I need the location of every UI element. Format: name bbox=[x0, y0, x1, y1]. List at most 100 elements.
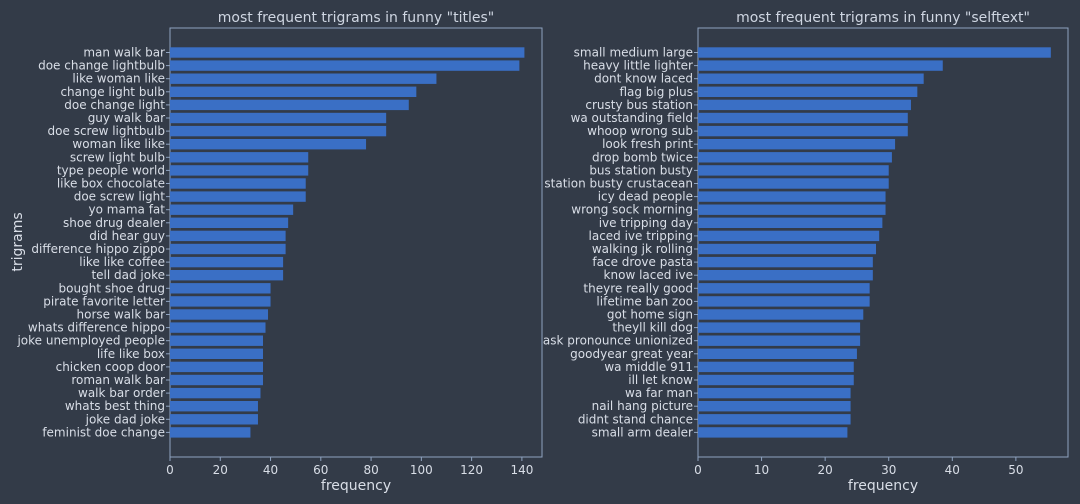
category-label: difference hippo zippo bbox=[31, 242, 165, 256]
bar bbox=[698, 112, 908, 124]
bar bbox=[170, 152, 309, 163]
category-label: whoop wrong sub bbox=[587, 124, 693, 138]
bar bbox=[698, 427, 848, 438]
bar bbox=[170, 230, 286, 242]
bar bbox=[170, 256, 284, 268]
x-axis-ticks: 0 20 40 60 80 100 120 140 bbox=[166, 457, 533, 477]
titles-trigrams-chart: most frequent trigrams in funny "titles"… bbox=[10, 10, 543, 494]
x-tick-label: 100 bbox=[410, 463, 433, 477]
plot-frame bbox=[169, 27, 543, 458]
x-axis-label: frequency bbox=[321, 478, 391, 494]
category-label: face drove pasta bbox=[592, 255, 693, 269]
bar-group bbox=[698, 47, 1051, 438]
category-label: type people world bbox=[57, 163, 165, 177]
category-label: shoe drug dealer bbox=[63, 216, 165, 230]
category-label: tell dad joke bbox=[91, 268, 165, 282]
category-label: small medium large bbox=[574, 46, 693, 60]
category-label: doe screw light bbox=[74, 190, 166, 204]
category-label: small arm dealer bbox=[592, 425, 693, 439]
bar bbox=[170, 414, 258, 425]
y-axis-label: trigrams bbox=[10, 212, 26, 271]
category-label: station busty crustacean bbox=[544, 177, 693, 191]
category-label: lifetime ban zoo bbox=[596, 294, 693, 308]
bar bbox=[698, 309, 864, 320]
category-label: life like box bbox=[97, 347, 165, 361]
x-tick-label: 140 bbox=[510, 463, 533, 477]
category-label: horse walk bar bbox=[77, 308, 166, 322]
bar bbox=[170, 112, 387, 124]
x-axis-label: frequency bbox=[848, 478, 918, 494]
bar bbox=[170, 322, 266, 333]
bar bbox=[698, 243, 877, 255]
category-label: woman like like bbox=[72, 137, 165, 151]
category-label: joke unemployed people bbox=[16, 334, 165, 348]
bar bbox=[698, 361, 854, 373]
bar bbox=[170, 73, 437, 84]
bar bbox=[170, 47, 525, 58]
x-tick-label: 0 bbox=[694, 463, 702, 477]
x-tick-label: 60 bbox=[313, 463, 328, 477]
bar bbox=[698, 73, 924, 84]
category-label: man walk bar bbox=[83, 46, 165, 60]
bar bbox=[698, 230, 880, 242]
category-label: icy dead people bbox=[598, 190, 693, 204]
bar bbox=[170, 217, 289, 228]
category-label: whats difference hippo bbox=[28, 321, 165, 335]
category-label: nail hang picture bbox=[592, 399, 693, 413]
x-axis-ticks: 0 10 20 30 40 50 bbox=[694, 457, 1024, 477]
x-tick-label: 40 bbox=[263, 463, 278, 477]
category-label: like box chocolate bbox=[57, 177, 165, 191]
category-label: heavy little lighter bbox=[583, 59, 693, 73]
category-label: like like coffee bbox=[79, 255, 165, 269]
bar bbox=[698, 296, 870, 307]
bar bbox=[170, 60, 520, 71]
category-label: pirate favorite letter bbox=[43, 294, 165, 308]
bar bbox=[698, 322, 861, 333]
category-label: laced ive tripping bbox=[589, 229, 694, 243]
x-tick-label: 120 bbox=[460, 463, 483, 477]
bar bbox=[170, 401, 258, 412]
category-label: guy walk bar bbox=[88, 111, 165, 125]
bar bbox=[698, 60, 943, 71]
bar bbox=[698, 335, 861, 346]
category-label: doe change light bbox=[64, 98, 165, 112]
category-label: change light bulb bbox=[60, 85, 165, 99]
category-label: wa far man bbox=[625, 386, 693, 400]
bar bbox=[698, 348, 857, 359]
category-label: dont know laced bbox=[594, 72, 693, 86]
bar bbox=[698, 86, 918, 97]
bar bbox=[698, 165, 889, 176]
category-label: didnt stand chance bbox=[578, 412, 693, 426]
bar bbox=[698, 99, 911, 111]
bar bbox=[698, 401, 851, 412]
bar bbox=[698, 217, 883, 228]
chart-title: most frequent trigrams in funny "selftex… bbox=[736, 10, 1030, 26]
category-label: know laced ive bbox=[604, 268, 693, 282]
category-label: ask pronounce unionized bbox=[543, 334, 693, 348]
bar bbox=[170, 139, 367, 150]
category-label: bus station busty bbox=[589, 163, 693, 177]
bar bbox=[170, 387, 261, 399]
bar bbox=[698, 178, 889, 189]
category-label: feminist doe change bbox=[42, 425, 165, 439]
bar bbox=[698, 139, 896, 150]
category-label: wrong sock morning bbox=[571, 203, 693, 217]
bar bbox=[170, 125, 387, 137]
bar bbox=[170, 361, 263, 373]
category-label: like woman like bbox=[72, 72, 165, 86]
bar bbox=[698, 125, 908, 137]
bar bbox=[698, 283, 870, 294]
bar bbox=[170, 335, 263, 346]
category-label: wa middle 911 bbox=[604, 360, 693, 374]
category-label: theyll kill dog bbox=[612, 321, 693, 335]
bar bbox=[170, 178, 306, 189]
bar bbox=[698, 414, 851, 425]
x-tick-label: 20 bbox=[818, 463, 833, 477]
x-tick-label: 30 bbox=[881, 463, 896, 477]
bar bbox=[170, 243, 286, 255]
x-tick-label: 50 bbox=[1008, 463, 1023, 477]
bar bbox=[698, 191, 886, 202]
bar bbox=[698, 374, 854, 386]
